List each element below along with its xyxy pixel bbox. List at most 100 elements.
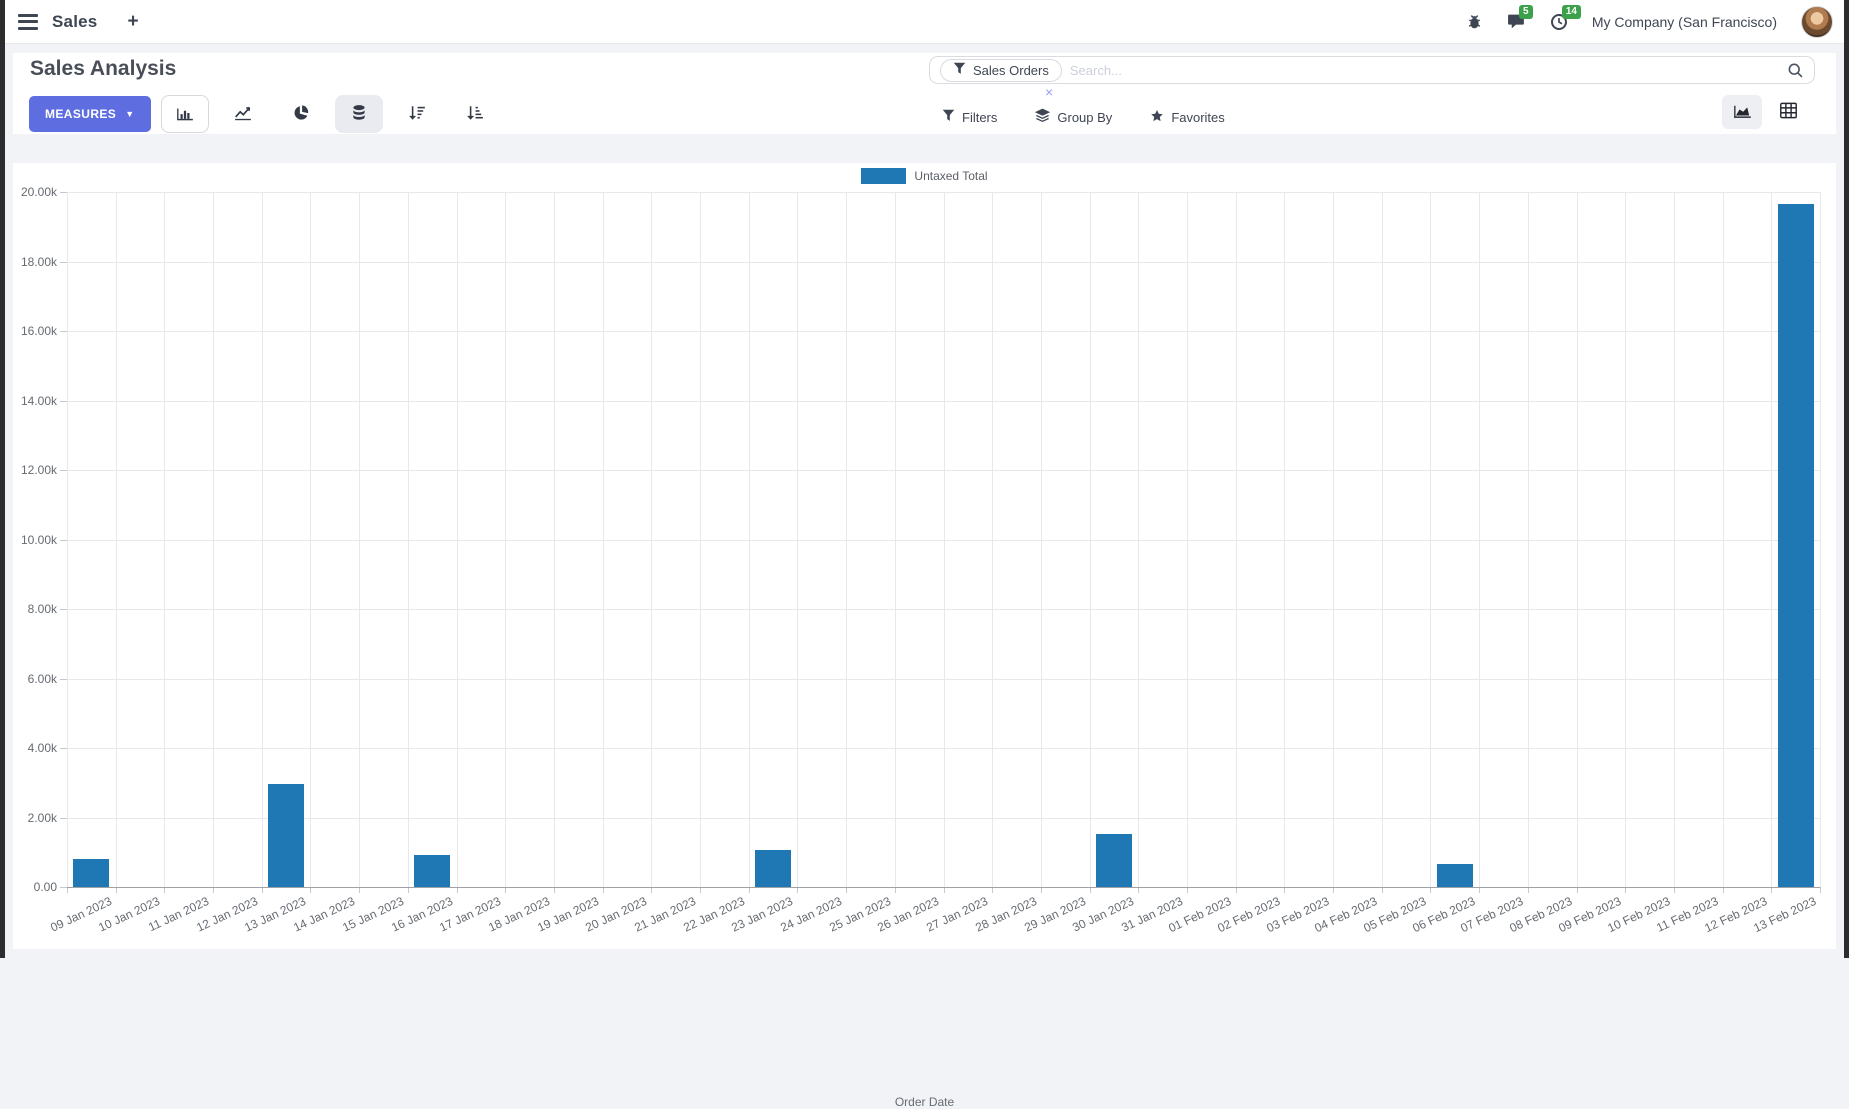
x-tick-mark: [213, 887, 215, 893]
gridline-vertical: [1089, 192, 1091, 887]
star-icon: [1150, 109, 1164, 126]
company-name[interactable]: My Company (San Francisco): [1591, 13, 1777, 30]
gridline-vertical: [1430, 192, 1432, 887]
window-edge-left: [0, 0, 5, 958]
control-panel: Sales Analysis MEASURES ▼: [13, 53, 1836, 134]
group-by-button[interactable]: Group By: [1035, 108, 1112, 126]
bar[interactable]: [1436, 864, 1473, 887]
x-tick-mark: [261, 887, 263, 893]
page-title: Sales Analysis: [30, 57, 177, 80]
sort-ascending-button[interactable]: [451, 95, 499, 133]
activities-clock-icon[interactable]: 14: [1550, 4, 1581, 31]
gridline-vertical: [602, 192, 604, 887]
sort-descending-button[interactable]: [393, 95, 441, 133]
search-input[interactable]: [1069, 62, 1781, 78]
y-tick-mark: [60, 748, 67, 749]
favorites-button[interactable]: Favorites: [1150, 109, 1225, 126]
gridline-vertical: [1138, 192, 1140, 887]
x-tick-mark: [1235, 887, 1237, 893]
x-tick-mark: [505, 887, 507, 893]
x-tick-mark: [797, 887, 799, 893]
y-axis-label: 12.00k: [20, 463, 57, 477]
bar[interactable]: [1777, 204, 1814, 887]
top-navbar: Sales + 5 14 My Company (San Francisco): [0, 0, 1849, 44]
measures-button[interactable]: MEASURES ▼: [29, 96, 151, 132]
x-tick-mark: [1527, 887, 1529, 893]
search-bar[interactable]: Sales Orders ×: [929, 56, 1815, 99]
facet-label: Sales Orders: [973, 62, 1049, 78]
y-axis-label: 2.00k: [27, 810, 57, 825]
bar[interactable]: [755, 849, 792, 887]
gridline-vertical: [846, 192, 848, 887]
y-tick-mark: [60, 400, 67, 402]
chart-type-line-button[interactable]: [219, 95, 267, 133]
gridline-vertical: [115, 192, 117, 887]
gridline-vertical: [1333, 192, 1335, 887]
gridline-vertical: [1381, 192, 1383, 887]
messages-icon[interactable]: 5: [1507, 5, 1533, 30]
gridline-vertical: [1771, 192, 1773, 887]
x-axis-title: Order Date: [894, 1095, 955, 1109]
gridline-vertical: [1673, 192, 1675, 887]
y-tick-mark: [60, 539, 67, 541]
gridline-vertical: [1284, 192, 1286, 887]
filters-button[interactable]: Filters: [942, 109, 997, 125]
x-tick-mark: [1381, 887, 1383, 893]
x-tick-mark: [1284, 887, 1286, 893]
bar[interactable]: [414, 855, 451, 887]
x-tick-mark: [651, 887, 653, 893]
activities-badge: 14: [1561, 4, 1581, 19]
x-tick-mark: [359, 887, 361, 893]
plus-icon[interactable]: +: [127, 11, 139, 32]
bar[interactable]: [1095, 833, 1132, 887]
gridline-vertical: [553, 192, 555, 887]
app-name[interactable]: Sales: [52, 11, 98, 31]
gridline-vertical: [359, 192, 361, 887]
chart-type-bar-button[interactable]: [160, 95, 209, 133]
gridline-vertical: [164, 192, 166, 887]
x-tick-mark: [310, 887, 312, 893]
x-tick-mark: [992, 887, 994, 893]
view-switcher-graph-button[interactable]: [1722, 95, 1762, 129]
x-tick-mark: [1138, 887, 1140, 893]
gridline-vertical: [456, 192, 458, 887]
x-tick-mark: [1771, 887, 1773, 893]
y-axis-label: 18.00k: [20, 254, 57, 269]
x-tick-mark: [1430, 887, 1432, 893]
x-tick-mark: [1673, 887, 1675, 893]
y-tick-mark: [60, 678, 67, 680]
filter-facet[interactable]: Sales Orders: [940, 58, 1062, 82]
facet-remove-icon[interactable]: ×: [1045, 84, 1054, 100]
chart-type-pie-button[interactable]: [277, 95, 325, 133]
y-tick-mark: [60, 817, 67, 819]
gridline-vertical: [1040, 192, 1042, 887]
stacked-toggle-button[interactable]: [334, 95, 383, 133]
x-tick-mark: [67, 887, 68, 893]
legend-swatch: [861, 168, 907, 184]
y-axis-label: 14.00k: [20, 393, 57, 408]
line-chart-icon: [234, 104, 252, 125]
bar[interactable]: [268, 784, 305, 887]
gridline-vertical: [261, 192, 263, 887]
bar[interactable]: [73, 859, 110, 887]
x-tick-mark: [846, 887, 848, 893]
gridline-vertical: [797, 192, 799, 887]
search-icon[interactable]: [1787, 62, 1804, 79]
funnel-icon: [953, 62, 966, 78]
view-switcher-pivot-button[interactable]: [1768, 95, 1808, 129]
messages-badge: 5: [1518, 5, 1533, 19]
x-tick-mark: [1625, 887, 1627, 893]
gridline-vertical: [894, 192, 896, 887]
bug-icon[interactable]: [1466, 13, 1483, 30]
y-axis-label: 4.00k: [27, 741, 57, 755]
y-axis-label: 10.00k: [20, 532, 57, 547]
chart-legend[interactable]: Untaxed Total: [13, 168, 1836, 184]
sort-amount-desc-icon: [408, 104, 426, 125]
plot-area: 20.00k 18.00k 16.00k 14.00k 12.00k 10.00k 8.00…: [21, 185, 1821, 935]
x-tick-mark: [115, 887, 117, 893]
x-tick-mark: [602, 887, 604, 893]
hamburger-menu-icon[interactable]: [18, 13, 38, 30]
database-icon: [350, 104, 368, 125]
group-by-label: Group By: [1057, 109, 1113, 125]
avatar[interactable]: [1801, 5, 1833, 38]
